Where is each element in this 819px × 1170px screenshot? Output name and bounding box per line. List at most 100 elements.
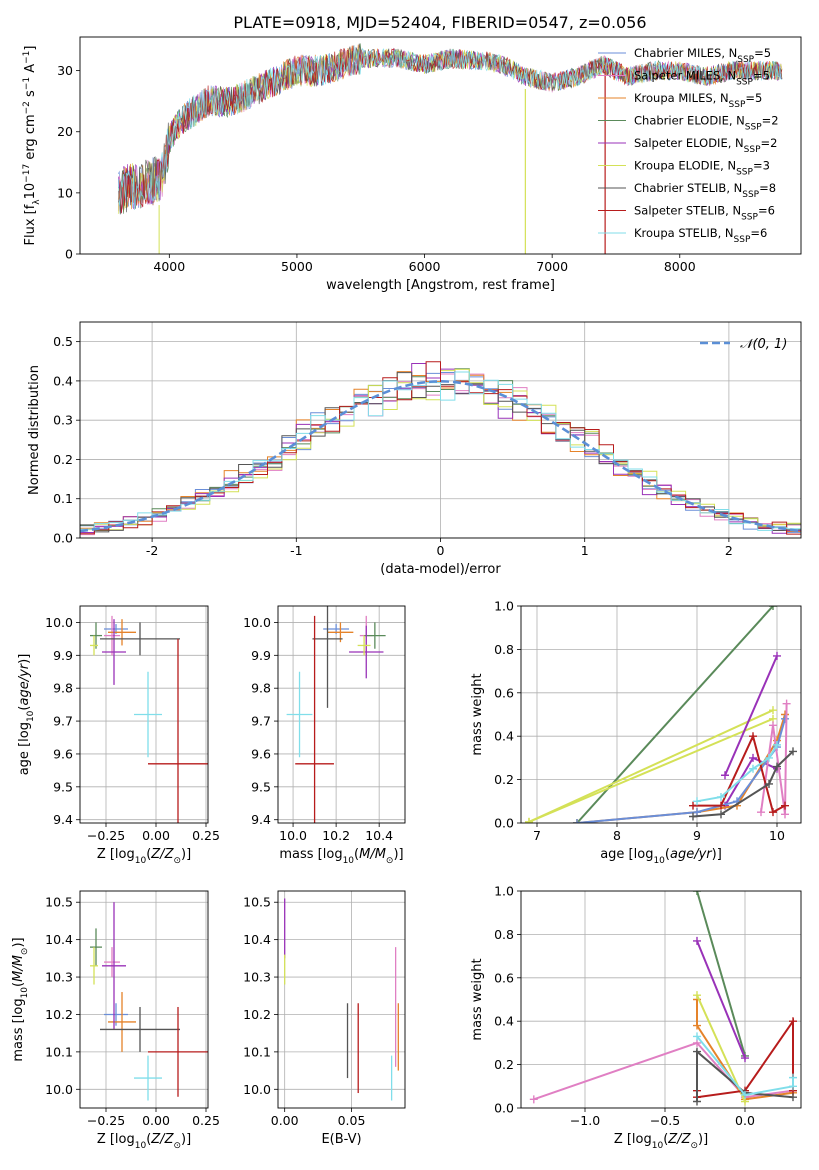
weight-marker: [693, 1032, 701, 1041]
panel-mass_vs_EBV: 0.00 0.05 10.0 10.1 10.2 10.3 10.4 10.5 E(B-V): [243, 890, 406, 1147]
histogram-step: [80, 371, 801, 538]
weight-marker: [789, 747, 797, 756]
plot-area: [278, 891, 405, 1108]
weight-marker: [789, 1093, 797, 1102]
y-tick-label: 0.3: [53, 413, 73, 428]
weight-marker: [693, 891, 701, 895]
x-tick-label: 0.00: [142, 1113, 170, 1128]
axes-frame: [277, 605, 406, 824]
legend-entry: Chabrier ELODIE, NSSP=2: [634, 114, 779, 133]
axes-frame: [79, 605, 209, 824]
x-tick-label: −0.25: [87, 1113, 125, 1128]
weight-marker: [689, 801, 697, 810]
weight-marker: [717, 810, 725, 819]
x-tick-label: 9: [693, 828, 701, 843]
x-tick-label: 0.00: [271, 1113, 299, 1128]
y-tick-label: 10.3: [243, 970, 271, 985]
weight-marker: [693, 936, 701, 945]
legend-entry: Salpeter STELIB, NSSP=6: [634, 204, 775, 223]
weight-marker: [693, 1097, 701, 1106]
weight-line: [533, 1041, 794, 1101]
weight-line: [528, 709, 774, 823]
y-tick-label: 0.4: [53, 373, 73, 388]
x-tick-label: −0.5: [650, 1113, 680, 1128]
weight-marker: [782, 699, 791, 708]
y-axis-label: Flux [fλ10−17 erg cm−2 s−1 A−1]: [22, 46, 42, 246]
x-axis-label: Z [log10(Z/Z⊙)]: [97, 847, 191, 866]
legend-entry: Kroupa STELIB, NSSP=6: [634, 226, 767, 245]
weight-line: [696, 1035, 794, 1097]
y-tick-label: 1.0: [494, 599, 514, 614]
weight-line: [696, 891, 746, 1057]
x-tick-label: 8: [613, 828, 621, 843]
weight-marker: [717, 801, 725, 810]
panel-residuals: -2 -1 0 1 2 0.0 0.1 0.2 0.3 0.4 0.5 (data-model)/er…: [27, 321, 802, 577]
y-tick-label: 0.6: [494, 685, 514, 700]
plot-area: [521, 606, 801, 823]
panel-mass_vs_Z: −0.25 0.00 0.25 10.0 10.1 10.2 10.3 10.4 10.5 Z […: [11, 890, 220, 1151]
weight-marker: [721, 771, 729, 780]
weight-marker: [749, 764, 757, 773]
weight-line: [724, 655, 778, 776]
y-tick-label: 9.7: [251, 714, 271, 729]
x-axis-label: age [log10(age/yr)]: [600, 847, 722, 866]
y-tick-label: 10: [57, 185, 73, 200]
weight-marker: [789, 1073, 797, 1082]
legend-entry: 𝒩(0, 1): [740, 337, 787, 352]
weight-marker: [773, 651, 781, 660]
panel-weight_vs_age: 7 8 9 10 0.0 0.2 0.4 0.6 0.8 1.0 age [log10(age/yr…: [470, 599, 802, 866]
weight-marker: [693, 1021, 701, 1030]
y-tick-label: 0.4: [494, 1014, 514, 1029]
y-tick-label: 0.8: [494, 927, 514, 942]
y-tick-label: 10.4: [243, 932, 271, 947]
y-tick-label: 0.1: [53, 491, 73, 506]
plot-area: [80, 322, 801, 538]
spectrum-line: [117, 45, 783, 211]
x-tick-label: −1.0: [570, 1113, 600, 1128]
plot-area: [521, 891, 801, 1108]
legend-entry: Salpeter MILES, NSSP=5: [634, 69, 770, 88]
panel-age_vs_Z: −0.25 0.00 0.25 9.4 9.5 9.6 9.7 9.8 9.9 10.0 Z [lo…: [17, 605, 220, 866]
plot-area: [80, 891, 208, 1108]
y-tick-label: 10.4: [45, 932, 73, 947]
x-tick-label: 0.25: [192, 828, 220, 843]
x-tick-label: 0.25: [192, 1113, 220, 1128]
axes-frame: [79, 321, 802, 539]
y-axis-label: mass [log10(M/M⊙)]: [11, 937, 30, 1061]
weight-marker: [789, 1082, 797, 1091]
weight-marker: [781, 714, 789, 723]
x-tick-label: -1: [290, 543, 302, 558]
y-tick-label: 0.2: [494, 1057, 514, 1072]
figure-title: PLATE=0918, MJD=52404, FIBERID=0547, z=0…: [233, 13, 646, 32]
y-tick-label: 9.8: [53, 681, 73, 696]
x-tick-label: 6000: [409, 259, 441, 274]
legend-entry: Chabrier STELIB, NSSP=8: [634, 181, 776, 200]
y-tick-label: 9.9: [53, 648, 73, 663]
panel-weight_vs_Z: −1.0 −0.5 0.0 0.0 0.2 0.4 0.6 0.8 1.0 Z [log10(Z/…: [470, 884, 802, 1151]
weight-marker: [693, 797, 701, 806]
y-tick-label: 9.6: [53, 746, 73, 761]
y-tick-label: 0.2: [53, 452, 73, 467]
y-tick-label: 10.0: [45, 1082, 73, 1097]
weight-marker: [717, 792, 725, 801]
y-tick-label: 0.5: [53, 334, 73, 349]
y-tick-label: 10.1: [243, 1044, 271, 1059]
axes-frame: [520, 890, 802, 1109]
y-tick-label: 10.5: [243, 895, 271, 910]
y-tick-label: 9.5: [53, 779, 73, 794]
panel-age_vs_mass: 10.0 10.2 10.4 9.4 9.5 9.6 9.7 9.8 9.9 10.0 mass […: [243, 605, 406, 866]
legend-entry: Kroupa ELODIE, NSSP=3: [634, 159, 770, 178]
y-tick-label: 0.8: [494, 642, 514, 657]
weight-marker: [529, 1095, 538, 1104]
legend-entry: Kroupa MILES, NSSP=5: [634, 91, 762, 110]
y-axis-label: mass weight: [470, 958, 485, 1040]
legend-entry: Salpeter ELODIE, NSSP=2: [634, 136, 777, 155]
x-tick-label: 10.2: [322, 828, 350, 843]
x-tick-label: 1: [581, 543, 589, 558]
x-tick-label: 5000: [281, 259, 313, 274]
axes-frame: [277, 890, 406, 1109]
y-tick-label: 9.6: [251, 746, 271, 761]
x-tick-label: 10: [769, 828, 785, 843]
plot-area: [80, 606, 208, 823]
